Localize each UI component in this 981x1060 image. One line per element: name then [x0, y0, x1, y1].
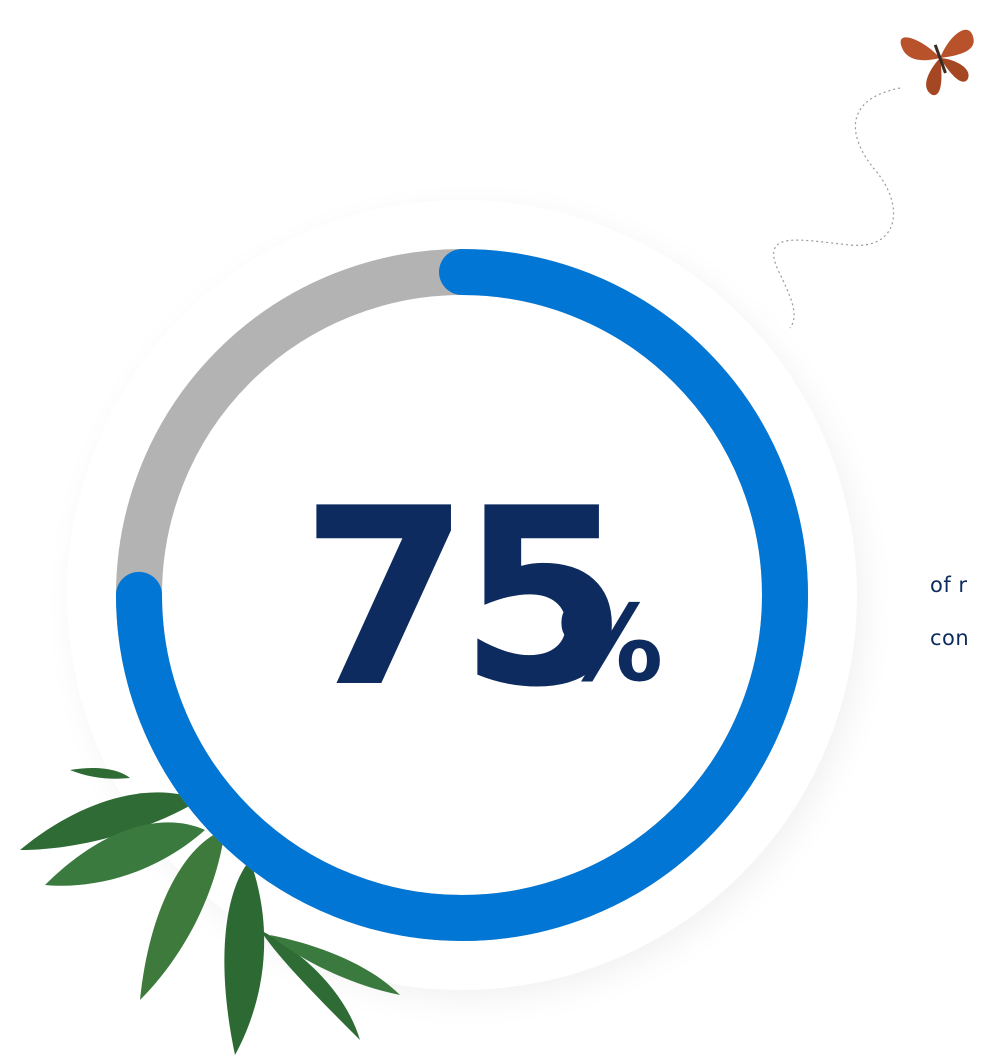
progress-arc [116, 249, 808, 941]
disc [67, 200, 857, 990]
stat-value: 75 [300, 456, 617, 741]
leaves [20, 767, 400, 1055]
caption-line: con [930, 626, 969, 650]
flight-path [773, 87, 901, 329]
caption-line: of r [930, 573, 968, 597]
butterfly [900, 29, 974, 95]
stat-unit: % [558, 583, 663, 705]
